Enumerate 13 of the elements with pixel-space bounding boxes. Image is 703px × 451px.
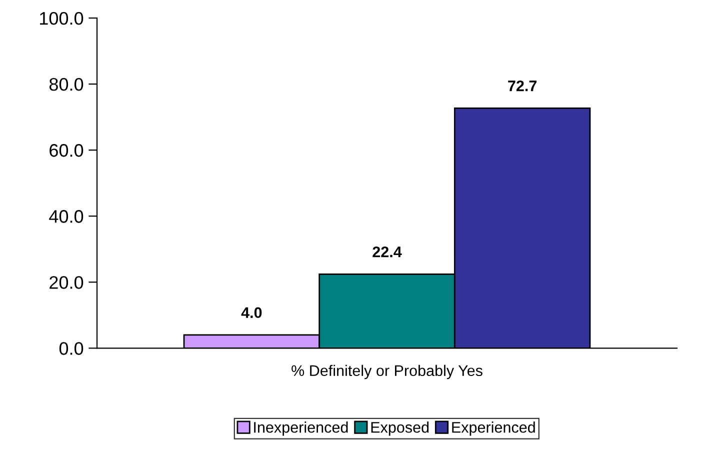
data-label: 4.0	[241, 307, 262, 318]
y-tick-label: 60.0	[50, 144, 84, 157]
y-tick-label: 20.0	[50, 276, 84, 289]
legend-label: Experienced	[452, 422, 535, 436]
legend-label: Exposed	[371, 422, 429, 436]
legend-label: Inexperienced	[254, 422, 348, 436]
data-label: 22.4	[372, 246, 402, 258]
y-tick-label: 0.0	[59, 342, 84, 355]
y-tick-label: 100.0	[40, 12, 84, 25]
y-tick-label: 40.0	[49, 210, 84, 223]
data-label: 72.7	[508, 80, 537, 92]
x-tick-label: % Definitely or Probably Yes	[292, 364, 482, 380]
y-tick-label: 80.0	[49, 78, 84, 91]
